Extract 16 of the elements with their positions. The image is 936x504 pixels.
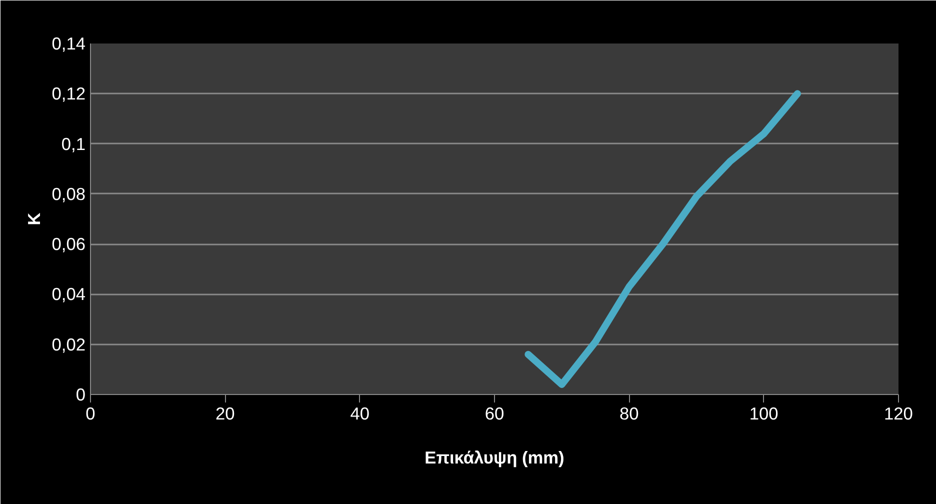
y-tick-label: 0,02 xyxy=(52,334,86,354)
y-tick-label: 0,06 xyxy=(52,234,86,254)
y-axis-title: K xyxy=(24,212,44,226)
y-tick-label: 0,14 xyxy=(52,34,86,54)
x-tick-label: 40 xyxy=(350,404,370,424)
y-tick-label: 0,1 xyxy=(61,134,86,154)
x-tick-label: 20 xyxy=(216,404,235,424)
y-tick-label: 0,08 xyxy=(52,184,86,204)
y-tick-label: 0 xyxy=(76,384,86,404)
y-tick-label: 0,12 xyxy=(52,84,86,104)
x-tick-label: 60 xyxy=(484,404,504,424)
x-tick-label: 100 xyxy=(749,404,778,424)
x-tick-label: 80 xyxy=(620,404,639,424)
x-tick-label: 120 xyxy=(884,404,913,424)
y-tick-label: 0,04 xyxy=(52,284,86,304)
x-axis-title: Επικάλυψη (mm) xyxy=(424,448,564,468)
